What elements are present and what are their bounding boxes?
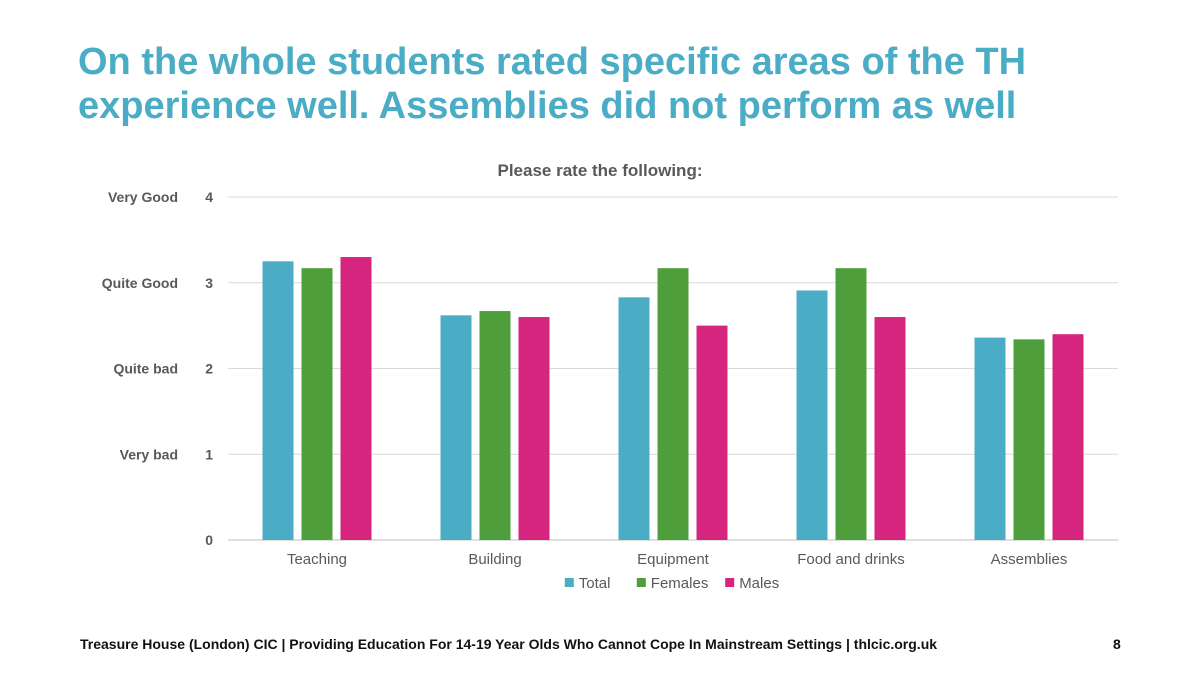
legend-label: Females bbox=[651, 575, 709, 592]
legend-swatch bbox=[636, 578, 646, 587]
legend: Total Females Males bbox=[564, 575, 779, 592]
y-tick-label: 3 bbox=[205, 275, 213, 291]
y-axis-ticks: 0 1 Very bad 2 Quite bad 3 Quite Good 4 Very Goo… bbox=[102, 189, 213, 548]
legend-label: Males bbox=[739, 575, 779, 592]
y-tick-label: 4 bbox=[205, 189, 213, 205]
bar-chart: Please rate the following: 0 1 Very bad 2 Qu… bbox=[102, 161, 1118, 592]
y-tick-rating-label: Very bad bbox=[120, 446, 178, 462]
bars bbox=[262, 257, 1084, 540]
y-tick-label: 2 bbox=[205, 361, 213, 377]
y-tick-label: 1 bbox=[205, 446, 213, 462]
bar-total-food-and-drinks bbox=[796, 290, 828, 540]
bar-total-equipment bbox=[618, 297, 650, 540]
bar-females-equipment bbox=[657, 268, 689, 540]
category-label: Building bbox=[468, 551, 521, 568]
bar-males-teaching bbox=[340, 257, 372, 540]
bar-total-assemblies bbox=[974, 337, 1006, 540]
category-label: Teaching bbox=[287, 551, 347, 568]
bar-females-assemblies bbox=[1013, 339, 1045, 540]
chart-title: Please rate the following: bbox=[498, 161, 703, 180]
bar-females-building bbox=[479, 311, 511, 540]
bar-males-building bbox=[518, 317, 550, 540]
y-tick-rating-label: Quite Good bbox=[102, 275, 178, 291]
page-number: 8 bbox=[1113, 636, 1121, 652]
bar-males-equipment bbox=[696, 325, 728, 540]
bar-total-teaching bbox=[262, 261, 294, 540]
category-label: Equipment bbox=[637, 551, 710, 568]
bar-females-teaching bbox=[301, 268, 333, 540]
y-tick-label: 0 bbox=[205, 532, 213, 548]
legend-label: Total bbox=[579, 575, 611, 592]
x-axis-categories: Teaching Building Equipment Food and drinks… bbox=[287, 551, 1067, 568]
footer-text: Treasure House (London) CIC | Providing … bbox=[80, 636, 938, 652]
y-tick-rating-label: Very Good bbox=[108, 189, 178, 205]
category-label: Food and drinks bbox=[797, 551, 905, 568]
y-tick-rating-label: Quite bad bbox=[113, 361, 178, 377]
bar-males-assemblies bbox=[1052, 334, 1084, 540]
category-label: Assemblies bbox=[991, 551, 1068, 568]
bar-total-building bbox=[440, 315, 472, 540]
slide-title-line-2: experience well. Assemblies did not perf… bbox=[78, 85, 1017, 127]
legend-swatch bbox=[564, 578, 574, 587]
slide-title: On the whole students rated specific are… bbox=[78, 40, 1158, 128]
slide-title-line-1: On the whole students rated specific are… bbox=[78, 41, 1027, 83]
bar-males-food-and-drinks bbox=[874, 317, 906, 540]
bar-females-food-and-drinks bbox=[835, 268, 867, 540]
legend-swatch bbox=[725, 578, 735, 587]
